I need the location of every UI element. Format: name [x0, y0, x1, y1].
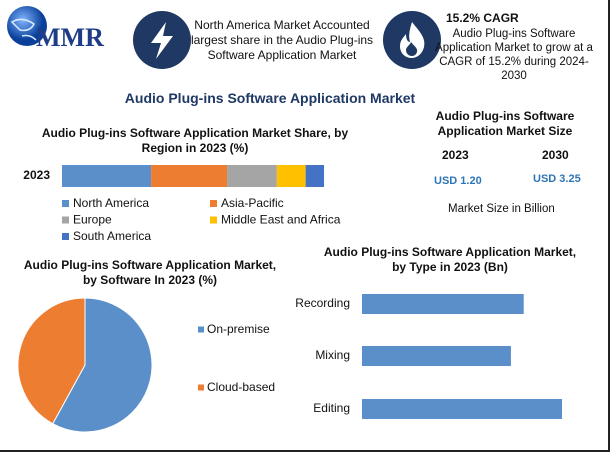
cagr-text: Audio Plug-ins Software Application Mark…	[435, 28, 593, 82]
legend-swatch	[62, 200, 69, 207]
chart-title: Audio Plug-ins Software Application Mark…	[323, 245, 577, 274]
size-year: 2023	[442, 148, 469, 162]
cagr-title: 15.2% CAGR	[446, 11, 519, 25]
bar	[362, 346, 511, 366]
legend-swatch	[198, 384, 204, 391]
size-note: Market Size in Billion	[448, 203, 555, 215]
bar-segment	[305, 165, 324, 187]
pie-slice	[52, 297, 153, 433]
legend-label: Middle East and Africa	[221, 213, 341, 227]
legend-label: Europe	[73, 213, 112, 227]
bar-segment	[62, 165, 152, 187]
y-tick-label: Mixing	[315, 348, 350, 362]
legend-label: Cloud-based	[207, 380, 275, 394]
y-tick-label: Recording	[295, 296, 350, 310]
bar-segment	[276, 165, 306, 187]
logo-text: MMR	[36, 23, 104, 52]
size-year: 2030	[542, 148, 569, 162]
bar	[362, 294, 524, 314]
logo-lines	[10, 18, 37, 41]
bar-segment	[151, 165, 228, 187]
y-tick-label: Editing	[313, 401, 350, 415]
legend-label: On-premise	[207, 322, 270, 336]
y-tick-label: 2023	[23, 168, 50, 182]
legend-swatch	[62, 233, 69, 240]
bar	[362, 399, 562, 419]
bolt-icon	[151, 22, 173, 59]
legend-swatch	[210, 200, 217, 207]
legend-swatch	[198, 326, 204, 333]
flame-icon	[400, 22, 425, 58]
pie-slice	[17, 297, 86, 425]
legend-swatch	[210, 216, 217, 224]
chart-title: Audio Plug-ins Software Application Mark…	[41, 126, 349, 155]
bar-segment	[227, 165, 277, 187]
legend-swatch	[62, 216, 69, 224]
size-value: USD 3.25	[533, 173, 581, 185]
legend-label: North America	[73, 196, 149, 210]
chart-title: Audio Plug-ins Software Application Mark…	[23, 258, 277, 287]
highlight-text: North America Market Accounted largest s…	[190, 18, 374, 62]
size-title: Audio Plug-ins Software Application Mark…	[435, 109, 575, 138]
legend-label: South America	[73, 229, 151, 243]
size-value: USD 1.20	[434, 175, 482, 187]
legend-label: Asia-Pacific	[221, 196, 284, 210]
main-title: Audio Plug-ins Software Application Mark…	[124, 90, 416, 106]
logo-globe	[7, 6, 47, 46]
